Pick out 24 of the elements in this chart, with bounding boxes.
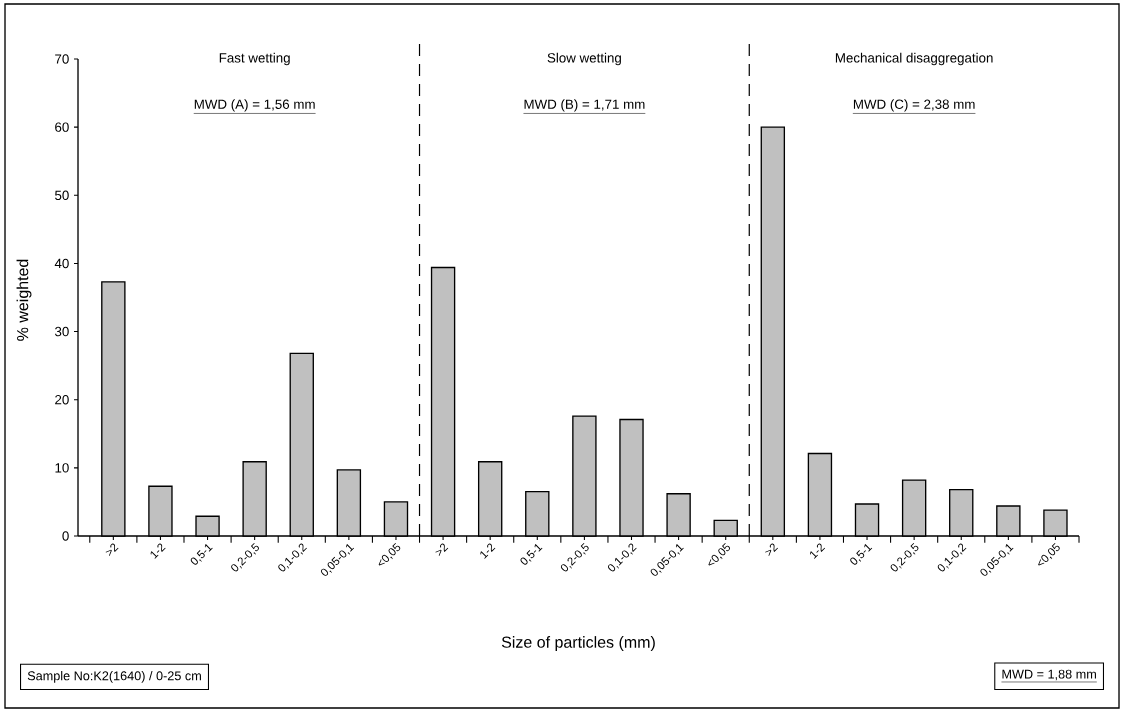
y-tick-label: 10 (55, 463, 69, 473)
y-tick-label: 70 (55, 54, 69, 64)
annotation: Slow wetting (547, 52, 621, 66)
x-tick-label: 1-2 (810, 543, 826, 559)
x-axis-title: Size of particles (mm) (501, 636, 655, 652)
annotation: Fast wetting (219, 52, 290, 66)
x-tick-label: 1-2 (480, 543, 496, 559)
y-tick-label: 20 (55, 394, 69, 405)
annotation: MWD (C) = 2,38 mm (853, 99, 975, 112)
annotation: MWD (A) = 1,56 mm (194, 99, 315, 112)
y-tick-label: 50 (55, 190, 69, 200)
x-tick-label: >2 (765, 543, 779, 556)
annotation: Mechanical disaggregation (835, 52, 993, 66)
x-tick-label: >2 (105, 543, 119, 556)
y-tick-label: 40 (54, 258, 69, 269)
y-tick-label: 60 (55, 122, 69, 132)
text: MWD = 1,88 mm (1002, 669, 1096, 681)
annotation: MWD (B) = 1,71 mm (524, 99, 645, 112)
y-tick-label: 30 (54, 326, 69, 337)
text: Sample No:K2(1640) / 0-25 cm (27, 670, 201, 683)
y-axis-title: % weighted (16, 259, 32, 341)
x-tick-label: >2 (435, 543, 449, 556)
y-tick-label: 0 (62, 531, 69, 541)
x-tick-label: 1-2 (150, 543, 166, 559)
